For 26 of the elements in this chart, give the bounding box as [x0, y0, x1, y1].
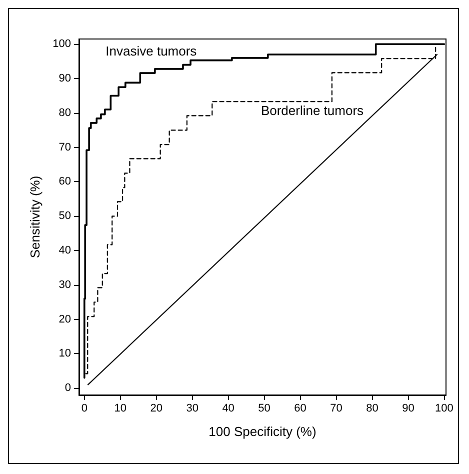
- y-tick-label: 80: [58, 106, 71, 119]
- x-tick-label: 30: [186, 402, 198, 414]
- y-tick-label: 0: [64, 382, 71, 394]
- x-tick-label: 60: [294, 402, 306, 414]
- series-label: Borderline tumors: [260, 103, 364, 118]
- x-tick-label: 10: [114, 402, 127, 414]
- y-tick-label: 100: [52, 38, 71, 50]
- y-tick-label: 40: [58, 244, 71, 257]
- x-tick-label: 100: [435, 402, 454, 414]
- x-axis-title: 100 Specificity (%): [208, 424, 316, 439]
- series-label: Invasive tumors: [106, 44, 198, 59]
- y-tick-label: 50: [58, 210, 71, 222]
- y-axis-title: Sensitivity (%): [28, 176, 43, 258]
- x-tick-label: 40: [222, 402, 234, 414]
- x-tick-label: 50: [258, 402, 270, 414]
- x-tick-label: 0: [81, 402, 88, 414]
- y-tick-label: 10: [58, 348, 71, 360]
- y-tick-label: 90: [58, 72, 71, 85]
- y-tick-label: 20: [58, 313, 71, 326]
- x-tick-label: 90: [402, 402, 414, 414]
- y-tick-label: 30: [58, 278, 71, 291]
- y-tick-label: 60: [58, 176, 71, 188]
- y-tick-label: 70: [58, 141, 71, 154]
- x-tick-label: 80: [366, 402, 378, 414]
- x-tick-label: 70: [330, 402, 342, 414]
- x-tick-label: 20: [150, 402, 162, 414]
